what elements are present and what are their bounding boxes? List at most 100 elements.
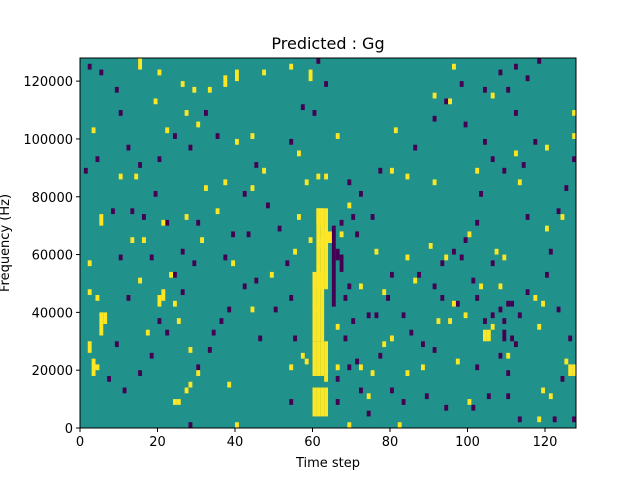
heatmap-cell-low (188, 144, 193, 151)
heatmap-cell-high (514, 150, 518, 157)
heatmap-cell-high (436, 318, 441, 324)
heatmap-cell-high (184, 387, 189, 394)
heatmap-cell-low (138, 162, 143, 168)
heatmap-cell-high (494, 248, 499, 255)
heatmap-cell-high (312, 387, 317, 417)
heatmap-cell-high (304, 179, 309, 186)
heatmap-cell-low (510, 300, 515, 307)
heatmap-cell-low (277, 225, 282, 232)
heatmap-cell-high (541, 387, 546, 394)
heatmap-cell-high (204, 185, 208, 191)
heatmap-cell-high (452, 63, 456, 70)
heatmap-cell-low (118, 110, 123, 116)
heatmap-cell-low (548, 248, 553, 255)
heatmap-cell-low (114, 86, 119, 93)
heatmap-cell-high (99, 312, 104, 336)
heatmap-cell-high (533, 295, 538, 301)
heatmap-cell-high (184, 110, 189, 116)
heatmap-cell-low (335, 248, 340, 261)
heatmap-cell-high (390, 167, 394, 174)
heatmap-cell-low (111, 208, 115, 215)
heatmap-cell-low (374, 312, 379, 319)
heatmap-cell-low (347, 179, 352, 186)
heatmap-cell-high (91, 358, 96, 376)
heatmap-cell-low (459, 254, 464, 261)
heatmap-cell-low (153, 190, 158, 197)
heatmap-cell-high (103, 312, 108, 324)
heatmap-cell-low (417, 271, 422, 278)
heatmap-cell-low (126, 295, 131, 301)
heatmap-cell-high (397, 422, 402, 428)
heatmap-cell-high (188, 381, 193, 388)
heatmap-cell-high (335, 364, 340, 371)
y-tick-label: 120000 (23, 75, 73, 90)
heatmap-cell-low (560, 375, 565, 382)
heatmap-cell-high (297, 150, 301, 157)
heatmap-cell-high (490, 323, 495, 330)
heatmap-cell-high (382, 289, 387, 296)
heatmap-cell-high (359, 283, 363, 290)
heatmap-cell-low (475, 364, 480, 371)
heatmap-cell-low (506, 393, 511, 400)
heatmap-cell-low (514, 110, 518, 116)
heatmap-cell-high (452, 300, 456, 307)
heatmap-cell-high (134, 173, 139, 180)
heatmap-cell-low (351, 214, 356, 220)
heatmap-cell-low (335, 375, 340, 382)
x-tick-label: 20 (149, 435, 166, 450)
heatmap-cell-low (339, 254, 344, 272)
heatmap-cell-high (339, 231, 344, 238)
heatmap-cell-low (266, 202, 270, 209)
x-tick-label: 40 (227, 435, 244, 450)
heatmap-cell-high (173, 300, 177, 307)
heatmap-cell-high (324, 387, 329, 417)
heatmap-cell-low (192, 260, 197, 267)
heatmap-cell-high (564, 358, 569, 365)
heatmap-cell-low (351, 318, 356, 324)
heatmap-cell-low (564, 185, 569, 191)
heatmap-cell-high (537, 416, 542, 423)
heatmap-cell-high (176, 318, 181, 324)
heatmap-cell-low (359, 190, 363, 197)
y-tick-label: 40000 (32, 306, 73, 321)
heatmap-cell-low (273, 306, 278, 313)
heatmap-cell-low (572, 416, 577, 423)
heatmap-cell-high (347, 422, 352, 428)
heatmap-cell-low (196, 364, 201, 371)
heatmap-cell-high (269, 271, 274, 278)
heatmap-cell-high (250, 306, 255, 313)
heatmap-cell-low (490, 312, 495, 319)
heatmap-cell-high (448, 98, 453, 105)
heatmap-cell-high (223, 179, 228, 186)
heatmap-cell-low (444, 98, 449, 105)
heatmap-cell-low (347, 364, 352, 371)
heatmap-cell-low (142, 214, 146, 220)
heatmap-cell-low (455, 300, 460, 307)
heatmap-cell-high (235, 422, 239, 428)
heatmap-cell-low (219, 318, 224, 324)
heatmap-cell-high (502, 254, 507, 261)
heatmap-cell-high (541, 300, 546, 307)
heatmap-cell-low (390, 387, 394, 394)
heatmap-cell-low (440, 260, 445, 267)
heatmap-cell-low (514, 63, 518, 70)
heatmap-cell-low (452, 248, 456, 255)
heatmap-cell-low (343, 335, 348, 342)
heatmap-cell-high (335, 133, 340, 139)
heatmap-cell-high (432, 179, 437, 186)
heatmap-cell-high (413, 277, 418, 284)
heatmap-cell-high (138, 58, 143, 70)
heatmap-cell-low (95, 156, 100, 163)
x-tick-label: 80 (382, 435, 399, 450)
heatmap-cell-low (180, 289, 185, 296)
heatmap-cell-high (328, 231, 332, 243)
heatmap-cell-low (204, 110, 208, 116)
heatmap-cell-low (258, 335, 263, 342)
heatmap-cell-high (130, 237, 135, 243)
heatmap-cell-low (231, 231, 236, 238)
heatmap-cell-low (188, 422, 193, 428)
x-tick-label: 100 (455, 435, 480, 450)
heatmap-cell-low (107, 375, 112, 382)
heatmap-cell-high (432, 92, 437, 99)
heatmap-cell-low (207, 347, 212, 353)
